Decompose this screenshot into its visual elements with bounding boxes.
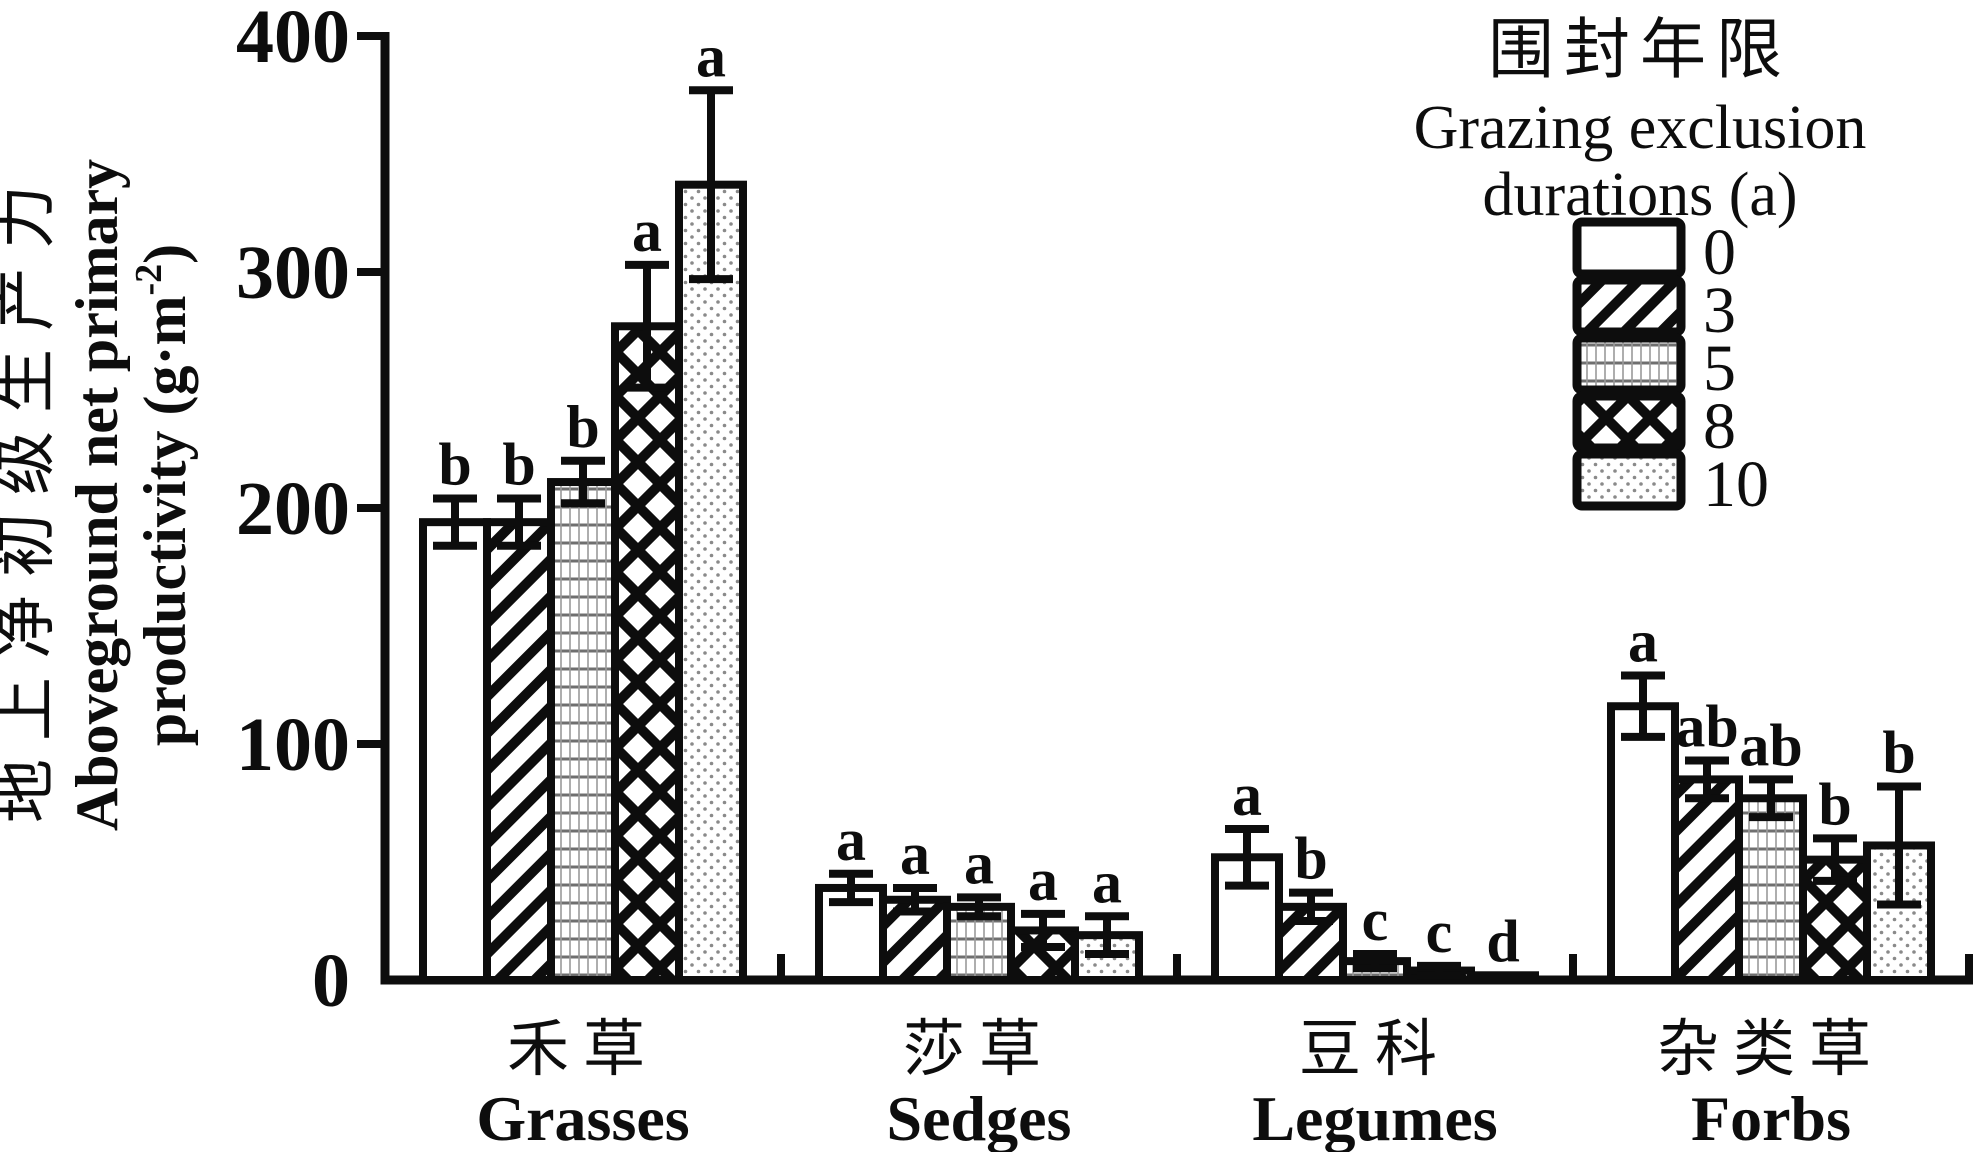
error-bar-forbs-8yr bbox=[1813, 834, 1857, 885]
sig-letter-legumes-10yr: d bbox=[1486, 908, 1519, 974]
error-bar-forbs-5yr bbox=[1749, 775, 1793, 822]
legend-label-10: 10 bbox=[1703, 448, 1769, 521]
y-axis-label-group: 地上净初级生产力 Aboveground net primary productiv… bbox=[0, 159, 198, 831]
legend-label-0: 0 bbox=[1703, 216, 1736, 289]
legend-label-3: 3 bbox=[1703, 274, 1736, 347]
sig-letter-sedges-8yr: a bbox=[1028, 847, 1058, 913]
sig-letter-legumes-0yr: a bbox=[1232, 762, 1262, 828]
category-label-en-legumes: Legumes bbox=[1252, 1083, 1497, 1152]
sig-letter-grasses-10yr: a bbox=[696, 23, 726, 89]
error-bar-grasses-3yr bbox=[497, 494, 541, 550]
error-bar-sedges-5yr bbox=[957, 893, 1001, 921]
y-tick-label-200: 200 bbox=[236, 467, 350, 551]
error-bar-sedges-8yr bbox=[1021, 909, 1065, 951]
category-label-en-sedges: Sedges bbox=[887, 1083, 1072, 1152]
error-bar-sedges-3yr bbox=[893, 883, 937, 916]
category-label-en-forbs: Forbs bbox=[1691, 1083, 1851, 1152]
error-bar-grasses-10yr bbox=[689, 86, 733, 284]
error-bar-sedges-10yr bbox=[1085, 912, 1129, 959]
legend-swatch-0 bbox=[1572, 217, 1686, 279]
legend-label-8: 8 bbox=[1703, 390, 1736, 463]
legend-swatch-5 bbox=[1572, 333, 1686, 395]
error-bar-forbs-3yr bbox=[1685, 756, 1729, 803]
y-tick-label-0: 0 bbox=[312, 939, 350, 1023]
sig-letter-sedges-5yr: a bbox=[964, 830, 994, 896]
bar-grasses-3yr bbox=[483, 518, 555, 984]
sig-letter-forbs-8yr: b bbox=[1818, 771, 1851, 837]
error-bar-legumes-0yr bbox=[1225, 824, 1269, 890]
error-bar-legumes-3yr bbox=[1289, 888, 1333, 925]
legend-label-5: 5 bbox=[1703, 332, 1736, 405]
y-tick-label-300: 300 bbox=[236, 231, 350, 315]
y-axis-label-zh: 地上净初级生产力 bbox=[0, 167, 61, 823]
legend-swatch-10 bbox=[1572, 449, 1686, 511]
category-label-zh-grasses: 禾草 bbox=[507, 1016, 659, 1084]
sig-letter-forbs-5yr: ab bbox=[1739, 712, 1802, 778]
bar-grasses-0yr bbox=[419, 518, 491, 984]
error-bar-legumes-8yr bbox=[1417, 961, 1461, 980]
bar-grasses-5yr bbox=[547, 478, 619, 984]
error-bar-grasses-0yr bbox=[433, 494, 477, 550]
y-tick-label-400: 400 bbox=[236, 0, 350, 79]
bar-legumes-10yr bbox=[1467, 971, 1539, 985]
legend-title-en-line1: Grazing exclusion bbox=[1414, 94, 1867, 162]
error-bar-legumes-5yr bbox=[1353, 950, 1397, 973]
sig-letter-legumes-3yr: b bbox=[1294, 826, 1327, 892]
sig-letter-grasses-8yr: a bbox=[632, 198, 662, 264]
sig-letter-forbs-10yr: b bbox=[1882, 719, 1915, 785]
error-bar-forbs-0yr bbox=[1621, 671, 1665, 741]
category-label-zh-legumes: 豆科 bbox=[1299, 1016, 1451, 1084]
sig-letter-grasses-5yr: b bbox=[566, 394, 599, 460]
sig-letter-grasses-3yr: b bbox=[502, 432, 535, 498]
sig-letter-sedges-0yr: a bbox=[836, 807, 866, 873]
y-axis-label-en-line1: Aboveground net primary bbox=[64, 159, 130, 831]
sig-letter-sedges-10yr: a bbox=[1092, 849, 1122, 915]
bar-forbs-5yr bbox=[1735, 794, 1807, 985]
legend-swatch-3 bbox=[1572, 275, 1686, 337]
error-bar-grasses-8yr bbox=[625, 260, 669, 392]
y-axis-label-en-line2: productivity (g·m-2) bbox=[128, 244, 198, 746]
sig-letter-sedges-3yr: a bbox=[900, 821, 930, 887]
category-label-zh-forbs: 杂类草 bbox=[1657, 1016, 1885, 1084]
error-bar-grasses-5yr bbox=[561, 456, 605, 508]
bar-grasses-10yr bbox=[675, 180, 747, 984]
legend-title-zh: 围封年限 bbox=[1488, 14, 1792, 87]
bar-forbs-0yr bbox=[1607, 702, 1679, 984]
sig-letter-legumes-8yr: c bbox=[1426, 899, 1453, 965]
sig-letter-forbs-3yr: ab bbox=[1675, 694, 1738, 760]
category-label-zh-sedges: 莎草 bbox=[903, 1016, 1055, 1084]
sig-letter-legumes-5yr: c bbox=[1362, 887, 1389, 953]
category-label-en-grasses: Grasses bbox=[476, 1083, 689, 1152]
sig-letter-forbs-0yr: a bbox=[1628, 609, 1658, 675]
legend-swatch-8 bbox=[1572, 391, 1686, 453]
bar-forbs-3yr bbox=[1671, 775, 1743, 985]
sig-letter-grasses-0yr: b bbox=[438, 432, 471, 498]
y-tick-label-100: 100 bbox=[236, 703, 350, 787]
error-bar-sedges-0yr bbox=[829, 869, 873, 907]
error-bar-forbs-10yr bbox=[1877, 782, 1921, 909]
bar-grasses-8yr bbox=[611, 322, 683, 984]
